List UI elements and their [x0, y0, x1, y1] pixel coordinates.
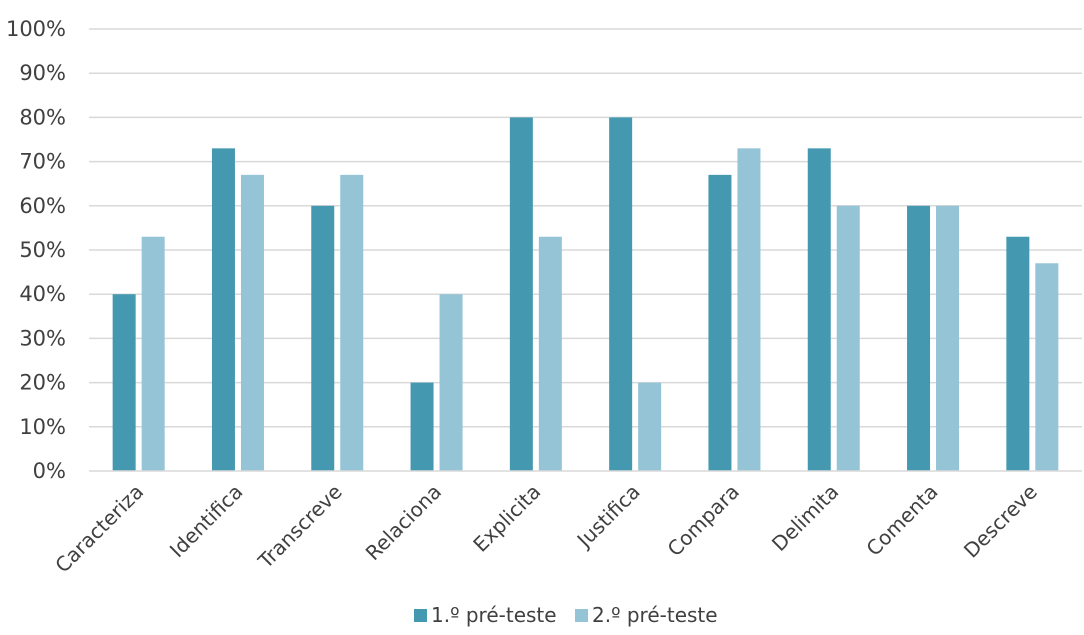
legend-swatch [575, 609, 588, 622]
bar-series-2 [836, 205, 860, 472]
y-tick-label: 20% [19, 371, 66, 395]
bar-series-2 [936, 205, 960, 472]
bar-series-2 [638, 382, 662, 471]
x-tick-label: Explicita [468, 480, 545, 557]
x-tick-label: Justifica [571, 480, 645, 554]
x-tick-label: Comenta [861, 480, 942, 561]
bar-series-1 [907, 205, 931, 472]
bar-series-2 [340, 174, 364, 472]
legend-label: 2.º pré-teste [592, 603, 718, 627]
y-tick-label: 80% [19, 105, 66, 129]
y-axis-tick-labels: 0% 10% 20% 30% 40% 50% 60% 70% 80% 90% 100% [6, 17, 66, 483]
bar-series-1 [509, 117, 533, 472]
bar-series-2 [439, 294, 463, 471]
bar-series-1 [410, 382, 434, 471]
legend-swatch [414, 609, 427, 622]
bar-series-2 [240, 174, 264, 472]
x-axis-tick-labels: Caracteriza Identifica Transcreve Relaciona… [50, 480, 1042, 578]
x-tick-label: Identifica [165, 480, 248, 563]
bar-series-2 [141, 236, 165, 471]
x-tick-label: Compara [663, 480, 744, 561]
bar-series-1 [311, 205, 335, 472]
y-tick-label: 40% [19, 282, 66, 306]
y-tick-label: 90% [19, 61, 66, 85]
bar-series-1 [211, 148, 235, 471]
bar-series-2 [538, 236, 562, 471]
bar-series-1 [609, 117, 633, 472]
y-tick-label: 100% [6, 17, 66, 41]
legend: 1.º pré-teste 2.º pré-teste [414, 603, 718, 627]
y-tick-label: 10% [19, 415, 66, 439]
bar-series-1 [112, 294, 136, 471]
y-tick-label: 0% [33, 459, 66, 483]
bar-series-1 [1006, 236, 1030, 471]
x-tick-label: Relaciona [361, 480, 446, 565]
y-tick-label: 50% [19, 238, 66, 262]
x-tick-label: Delimita [767, 480, 843, 556]
bar-series-2 [1035, 263, 1059, 471]
y-tick-label: 70% [19, 150, 66, 174]
x-tick-label: Transcreve [253, 480, 347, 574]
legend-label: 1.º pré-teste [431, 603, 557, 627]
bars [112, 117, 1059, 472]
bar-series-1 [807, 148, 831, 471]
y-tick-label: 60% [19, 194, 66, 218]
bar-series-1 [708, 174, 732, 472]
bar-series-2 [737, 148, 761, 471]
x-tick-label: Caracteriza [50, 480, 148, 578]
y-tick-label: 30% [19, 326, 66, 350]
x-tick-label: Descreve [959, 480, 1042, 563]
gridlines [89, 28, 1082, 428]
